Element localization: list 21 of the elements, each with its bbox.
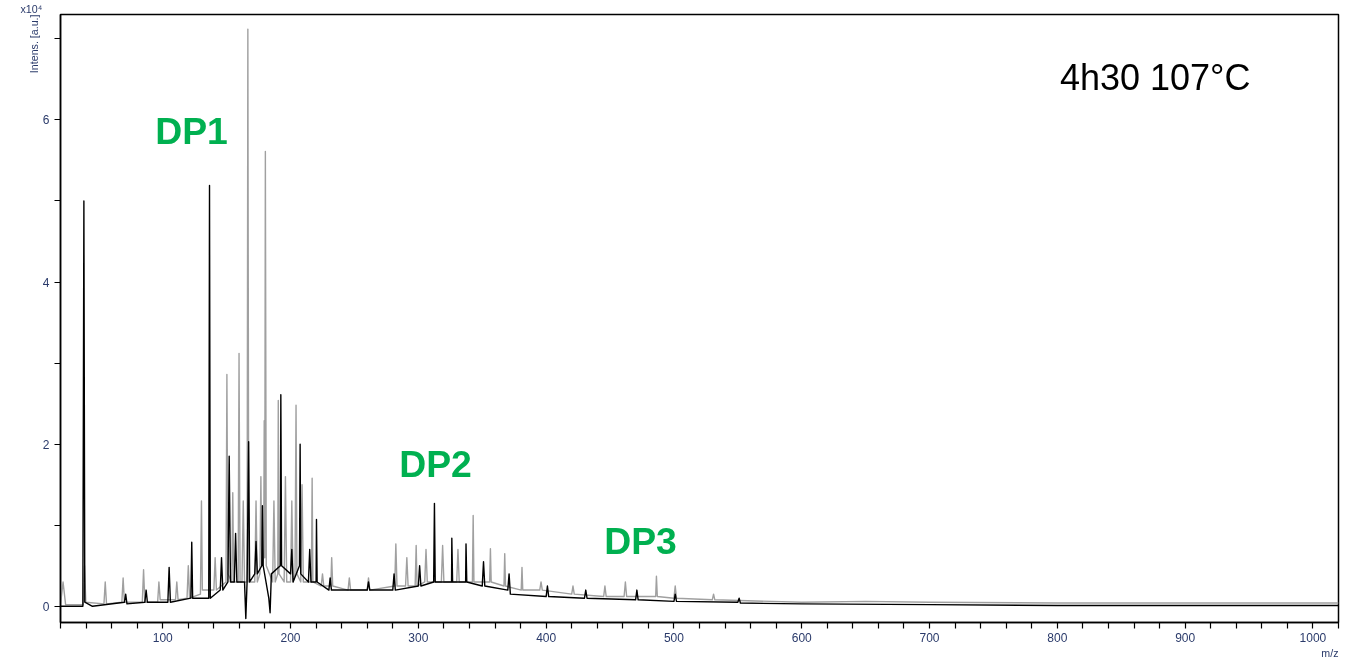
y-tick-label: 2 xyxy=(42,437,50,452)
annotation: DP1 xyxy=(155,109,228,152)
x-tick-label: 100 xyxy=(152,630,174,645)
y-tick-label: 0 xyxy=(42,599,50,614)
y-tick-label: 6 xyxy=(42,113,50,128)
text: 4h30 107°C xyxy=(1059,57,1251,98)
x-tick-label: 500 xyxy=(663,630,685,645)
x-tick-label: 400 xyxy=(536,630,557,645)
text: x10⁴ xyxy=(20,2,43,15)
x-tick-label: 1000 xyxy=(1299,630,1327,645)
annotation: DP2 xyxy=(399,442,472,485)
y-tick-label: 4 xyxy=(42,275,50,290)
x-axis-title: m/z xyxy=(1321,646,1339,658)
x-tick-label: 700 xyxy=(919,630,940,645)
y-axis-title: Intens. [a.u.] xyxy=(27,14,40,74)
annotation: DP3 xyxy=(604,519,677,562)
x-tick-label: 200 xyxy=(280,630,301,645)
x-tick-label: 900 xyxy=(1175,630,1196,645)
x-tick-label: 600 xyxy=(791,630,813,645)
x-tick-label: 800 xyxy=(1047,630,1068,645)
x-tick-label: 300 xyxy=(408,630,429,645)
